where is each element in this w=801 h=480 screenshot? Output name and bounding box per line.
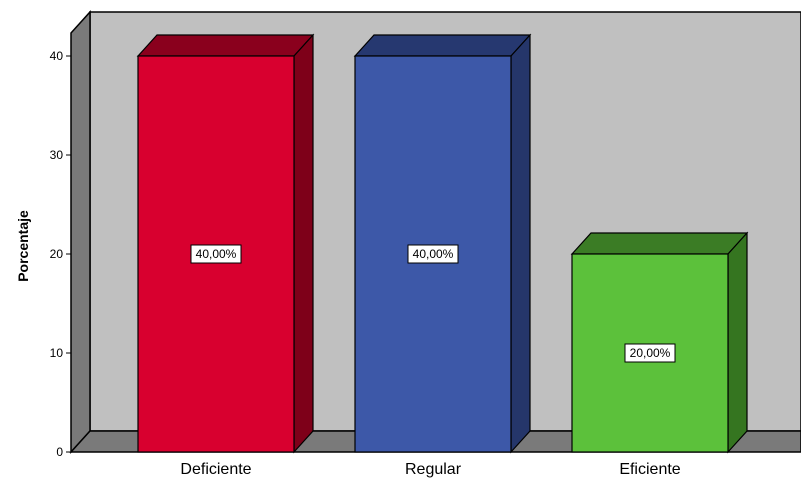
data-label-box [407,244,459,264]
bars: 40,00% 40,00% 20,00% [136,33,749,454]
x-axis-labels: Deficiente Regular Eficiente [180,461,680,478]
bar-side-face [293,33,314,454]
bar-deficiente: 40,00% [136,33,315,454]
bar-regular: 40,00% [353,33,532,454]
side-wall [70,10,91,454]
x-category-label: Eficiente [619,461,680,478]
x-category-label: Regular [405,461,462,478]
y-tick-label: 20 [50,247,64,261]
bar-top-face [136,34,315,57]
y-tick-label: 10 [50,346,64,360]
data-label: 20,00% [630,346,671,360]
data-label-box [190,244,242,264]
y-tick-label: 40 [50,49,64,63]
bar-eficiente: 20,00% [570,231,749,454]
data-label: 40,00% [196,247,237,261]
data-label-box [624,343,676,363]
x-category-label: Deficiente [180,461,251,478]
y-tick-label: 30 [50,148,64,162]
bar-side-face [727,231,748,454]
bar-top-face [570,232,749,255]
bar-side-face [510,33,531,454]
data-label: 40,00% [413,247,454,261]
bar-top-face [353,34,532,57]
y-axis: 0 10 20 30 40 [50,49,71,459]
y-axis-title: Porcentaje [15,210,31,282]
y-tick-label: 0 [56,445,63,459]
